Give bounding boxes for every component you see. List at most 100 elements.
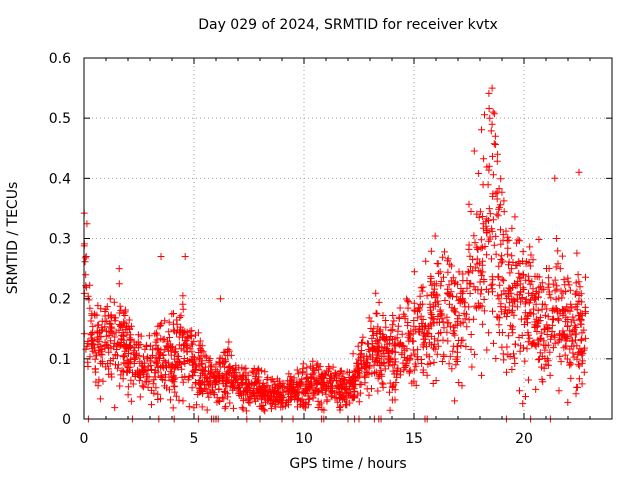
data-point xyxy=(508,224,516,232)
data-point xyxy=(567,331,575,339)
data-point xyxy=(105,365,113,373)
data-point xyxy=(337,393,345,401)
data-point xyxy=(540,326,548,333)
data-point xyxy=(445,319,453,327)
data-point xyxy=(327,392,335,400)
data-point xyxy=(430,344,437,352)
data-point xyxy=(529,256,537,264)
data-point xyxy=(492,232,500,240)
data-point xyxy=(103,332,111,340)
data-point xyxy=(490,241,498,249)
data-point xyxy=(115,280,123,288)
data-point xyxy=(349,393,357,401)
data-point xyxy=(415,304,423,312)
data-point xyxy=(558,294,566,302)
data-point xyxy=(486,210,494,218)
data-point xyxy=(521,300,529,308)
data-point xyxy=(457,337,465,344)
data-point xyxy=(188,361,196,369)
data-point-outlier xyxy=(488,84,496,92)
data-point xyxy=(476,208,484,216)
data-point xyxy=(393,334,401,342)
data-point xyxy=(238,404,246,412)
data-point xyxy=(157,372,165,380)
data-point xyxy=(441,248,448,256)
data-point xyxy=(406,354,414,362)
data-point xyxy=(293,395,301,403)
data-point xyxy=(101,344,109,352)
data-point xyxy=(124,344,132,352)
data-point xyxy=(240,365,248,373)
data-point xyxy=(177,345,185,353)
data-point xyxy=(524,329,532,337)
data-point xyxy=(534,336,542,344)
data-point xyxy=(511,297,519,305)
data-point xyxy=(421,333,429,341)
data-point xyxy=(116,302,124,310)
data-point xyxy=(86,304,94,312)
data-point xyxy=(499,350,507,358)
data-point xyxy=(191,368,199,376)
data-point xyxy=(400,310,408,318)
data-point xyxy=(190,404,198,412)
data-point xyxy=(471,264,479,272)
data-point xyxy=(114,352,121,360)
data-point xyxy=(420,331,427,339)
data-point xyxy=(561,351,569,359)
data-point xyxy=(571,322,579,330)
x-tick-label: 5 xyxy=(190,431,199,447)
data-point xyxy=(449,274,457,282)
data-point xyxy=(578,351,586,359)
data-point xyxy=(94,321,102,329)
data-point xyxy=(348,394,356,402)
data-point xyxy=(148,386,155,394)
data-point xyxy=(559,289,567,297)
data-point xyxy=(167,351,175,359)
data-point xyxy=(572,390,580,398)
data-point xyxy=(557,331,565,339)
data-point xyxy=(535,236,543,243)
data-point xyxy=(431,345,439,353)
data-point xyxy=(202,353,210,361)
data-point xyxy=(148,401,155,409)
data-point xyxy=(382,323,390,331)
data-point xyxy=(488,285,496,293)
data-point xyxy=(144,383,152,391)
data-point xyxy=(489,171,497,179)
data-point xyxy=(207,362,215,370)
data-point xyxy=(495,321,503,329)
data-point xyxy=(356,372,364,380)
data-point xyxy=(175,341,183,349)
data-point xyxy=(521,357,529,365)
data-point xyxy=(579,357,587,365)
data-point xyxy=(369,331,377,339)
data-point xyxy=(477,290,485,298)
data-point xyxy=(281,402,289,410)
data-point xyxy=(514,236,522,244)
data-point xyxy=(91,355,99,363)
data-point xyxy=(124,391,132,399)
data-point xyxy=(192,379,199,386)
data-point xyxy=(89,322,97,330)
data-point xyxy=(375,327,383,335)
data-point xyxy=(405,369,413,377)
data-point xyxy=(394,327,402,335)
data-point xyxy=(436,319,443,326)
data-point xyxy=(318,405,326,413)
data-point xyxy=(361,379,369,387)
data-point xyxy=(177,323,185,331)
data-point xyxy=(577,290,585,298)
data-point xyxy=(547,335,555,343)
data-point xyxy=(229,386,237,394)
data-point xyxy=(433,290,441,298)
data-point xyxy=(504,332,512,340)
data-point xyxy=(545,290,553,298)
data-point xyxy=(546,348,554,356)
data-point xyxy=(532,315,540,323)
data-point xyxy=(136,376,144,384)
data-point xyxy=(262,398,269,406)
data-point xyxy=(115,326,123,334)
data-point xyxy=(337,402,345,410)
data-point xyxy=(476,302,484,310)
data-point xyxy=(483,251,491,259)
